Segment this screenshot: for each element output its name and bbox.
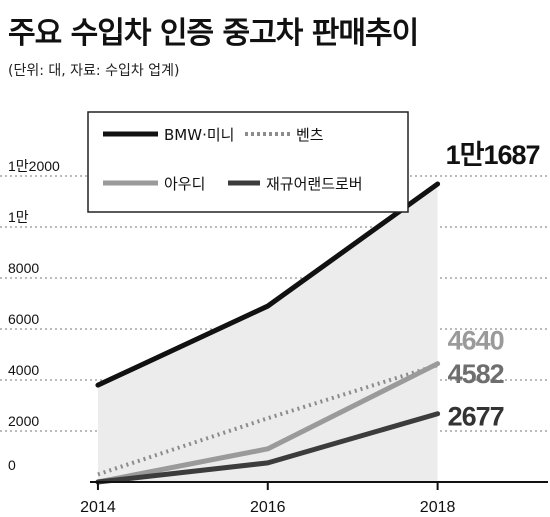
series-line-jlr [95, 411, 441, 485]
end-label-bmw: 1만1687 [446, 140, 540, 170]
legend-label-benz: 벤츠 [296, 126, 324, 144]
y-tick-label: 1만2000 [8, 158, 60, 174]
y-tick-label: 8000 [8, 260, 39, 276]
grid-lines [0, 175, 548, 432]
y-axis-ticks: 0 2000 4000 6000 8000 1만 1만2000 [8, 158, 60, 473]
x-tick-label: 2018 [420, 499, 456, 516]
series-line-bmw [95, 181, 441, 388]
legend-label-bmw: BMW·미니 [164, 126, 234, 144]
x-axis-ticks: 2014 2016 2018 [80, 482, 456, 516]
series-lines [95, 181, 441, 485]
y-tick-label: 4000 [8, 362, 39, 378]
legend: BMW·미니 벤츠 아우디 재규어랜드로버 [87, 111, 409, 213]
y-tick-label: 6000 [8, 311, 39, 327]
chart-title: 주요 수입차 인증 중고차 판매추이 [8, 16, 419, 51]
legend-box [87, 111, 409, 213]
x-tick-label: 2016 [250, 499, 286, 516]
end-label-audi: 4640 [448, 326, 504, 356]
y-tick-label: 0 [8, 457, 16, 473]
x-tick-label: 2014 [80, 499, 116, 516]
end-label-benz: 4582 [448, 359, 504, 389]
legend-label-audi: 아우디 [164, 175, 205, 193]
shaded-area-bmw [97, 183, 438, 482]
unit-note: (단위: 대, 자료: 수입차 업계) [8, 63, 180, 79]
y-tick-label: 1만 [8, 209, 29, 225]
end-label-jlr: 2677 [448, 402, 504, 432]
series-line-audi [95, 361, 441, 485]
y-tick-label: 2000 [8, 413, 39, 429]
legend-label-jlr: 재규어랜드로버 [266, 175, 363, 193]
